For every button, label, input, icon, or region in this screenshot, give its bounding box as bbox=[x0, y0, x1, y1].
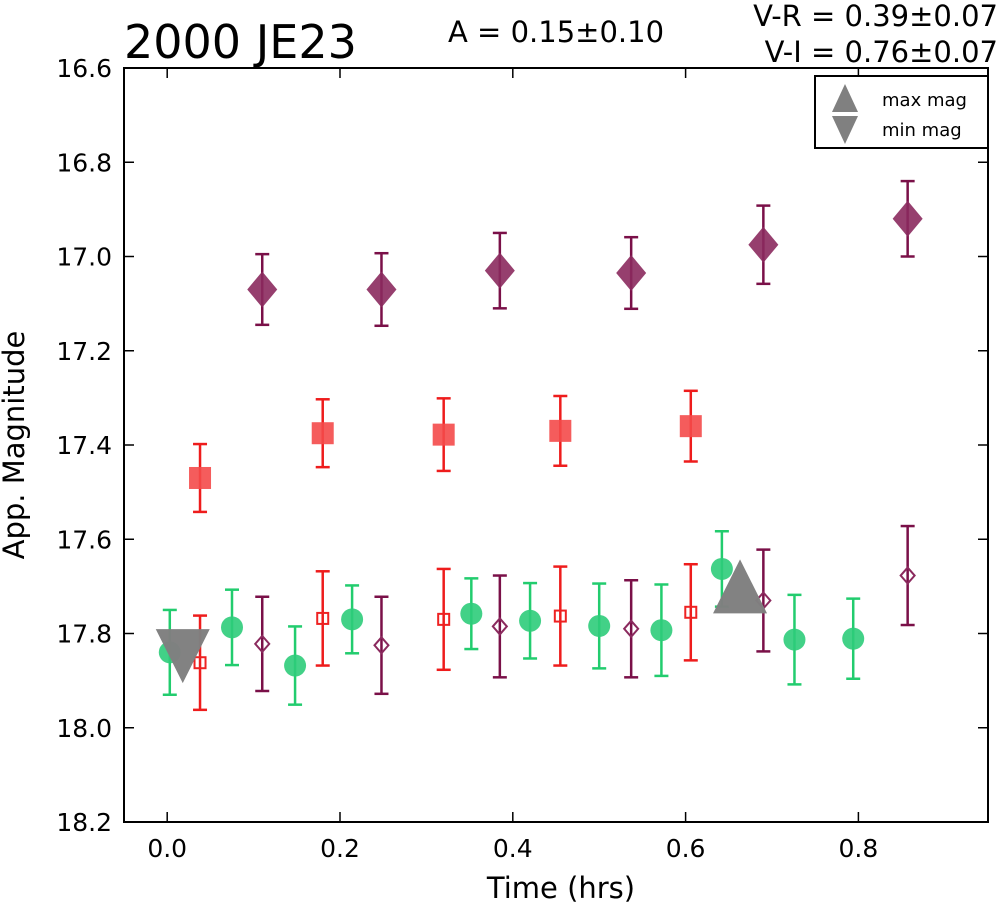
data-point-circle bbox=[588, 614, 611, 637]
amplitude-annotation: A = 0.15±0.10 bbox=[448, 15, 664, 49]
x-tick-label: 0.0 bbox=[147, 834, 187, 863]
data-point-square bbox=[189, 466, 212, 489]
data-point-diamond bbox=[484, 252, 515, 289]
data-point-diamond bbox=[622, 619, 640, 639]
data-point-circle bbox=[519, 609, 542, 632]
chart-title: 2000 JE23 bbox=[124, 15, 357, 69]
color-index-vi: V-I = 0.76±0.07 bbox=[765, 35, 998, 69]
x-tick-label: 0.2 bbox=[320, 834, 360, 863]
y-tick-label: 17.0 bbox=[56, 243, 112, 272]
x-axis-label: Time (hrs) bbox=[486, 871, 635, 904]
y-tick-label: 17.4 bbox=[56, 431, 112, 460]
y-tick-label: 17.6 bbox=[56, 525, 112, 554]
series-3 bbox=[193, 562, 698, 712]
series-4 bbox=[253, 524, 916, 696]
data-point-square bbox=[437, 612, 451, 626]
y-axis-label: App. Magnitude bbox=[0, 331, 31, 560]
legend-min-marker bbox=[832, 116, 858, 144]
min-mag-marker bbox=[155, 629, 210, 684]
x-tick-label: 0.8 bbox=[839, 834, 879, 863]
y-tick-label: 18.0 bbox=[56, 714, 112, 743]
data-point-circle bbox=[341, 608, 364, 631]
max-mag-marker bbox=[713, 559, 768, 614]
data-point-square bbox=[432, 423, 455, 446]
data-point-circle bbox=[783, 628, 806, 651]
x-tick-label: 0.4 bbox=[493, 834, 533, 863]
data-point-square bbox=[193, 656, 207, 670]
data-point-diamond bbox=[366, 271, 397, 308]
data-point-diamond bbox=[892, 200, 923, 237]
data-point-square bbox=[549, 419, 572, 442]
legend-max-marker bbox=[832, 84, 858, 112]
data-point-diamond bbox=[253, 634, 271, 654]
data-point-circle bbox=[842, 627, 865, 650]
data-point-diamond bbox=[247, 271, 278, 308]
series-0 bbox=[247, 179, 923, 328]
data-point-diamond bbox=[899, 566, 916, 586]
y-tick-label: 18.2 bbox=[56, 808, 112, 837]
data-point-circle bbox=[284, 654, 307, 677]
x-axis: 0.0 0.2 0.4 0.6 0.8 bbox=[147, 68, 878, 863]
y-tick-label: 16.6 bbox=[56, 54, 112, 83]
data-point-circle bbox=[650, 619, 673, 642]
legend-label: min mag bbox=[882, 120, 962, 141]
y-tick-label: 17.2 bbox=[56, 337, 112, 366]
plot-marks bbox=[155, 179, 923, 712]
legend-label: max mag bbox=[882, 90, 967, 111]
data-point-square bbox=[311, 422, 334, 445]
x-tick-label: 0.6 bbox=[666, 834, 706, 863]
data-point-square bbox=[679, 415, 702, 438]
chart-header: 2000 JE23 A = 0.15±0.10 V-R = 0.39±0.07 … bbox=[124, 0, 998, 69]
series-2 bbox=[158, 529, 865, 706]
data-point-circle bbox=[460, 602, 483, 625]
data-point-diamond bbox=[491, 616, 509, 636]
plot-frame bbox=[123, 67, 989, 823]
legend: max mag min mag bbox=[814, 75, 989, 149]
data-point-diamond bbox=[373, 635, 390, 655]
data-point-circle bbox=[221, 616, 243, 639]
y-axis: 16.6 16.8 17.0 17.2 17.4 17.6 17.8 18.0 18.2 bbox=[56, 54, 988, 837]
y-tick-label: 17.8 bbox=[56, 620, 112, 649]
data-point-diamond bbox=[748, 226, 779, 263]
data-point-square bbox=[684, 605, 698, 619]
data-point-circle bbox=[710, 557, 733, 580]
y-tick-label: 16.8 bbox=[56, 148, 112, 177]
data-point-diamond bbox=[616, 254, 647, 291]
data-point-square bbox=[316, 611, 330, 625]
series-1 bbox=[189, 389, 702, 514]
color-index-vr: V-R = 0.39±0.07 bbox=[753, 0, 998, 33]
data-point-square bbox=[553, 609, 567, 623]
